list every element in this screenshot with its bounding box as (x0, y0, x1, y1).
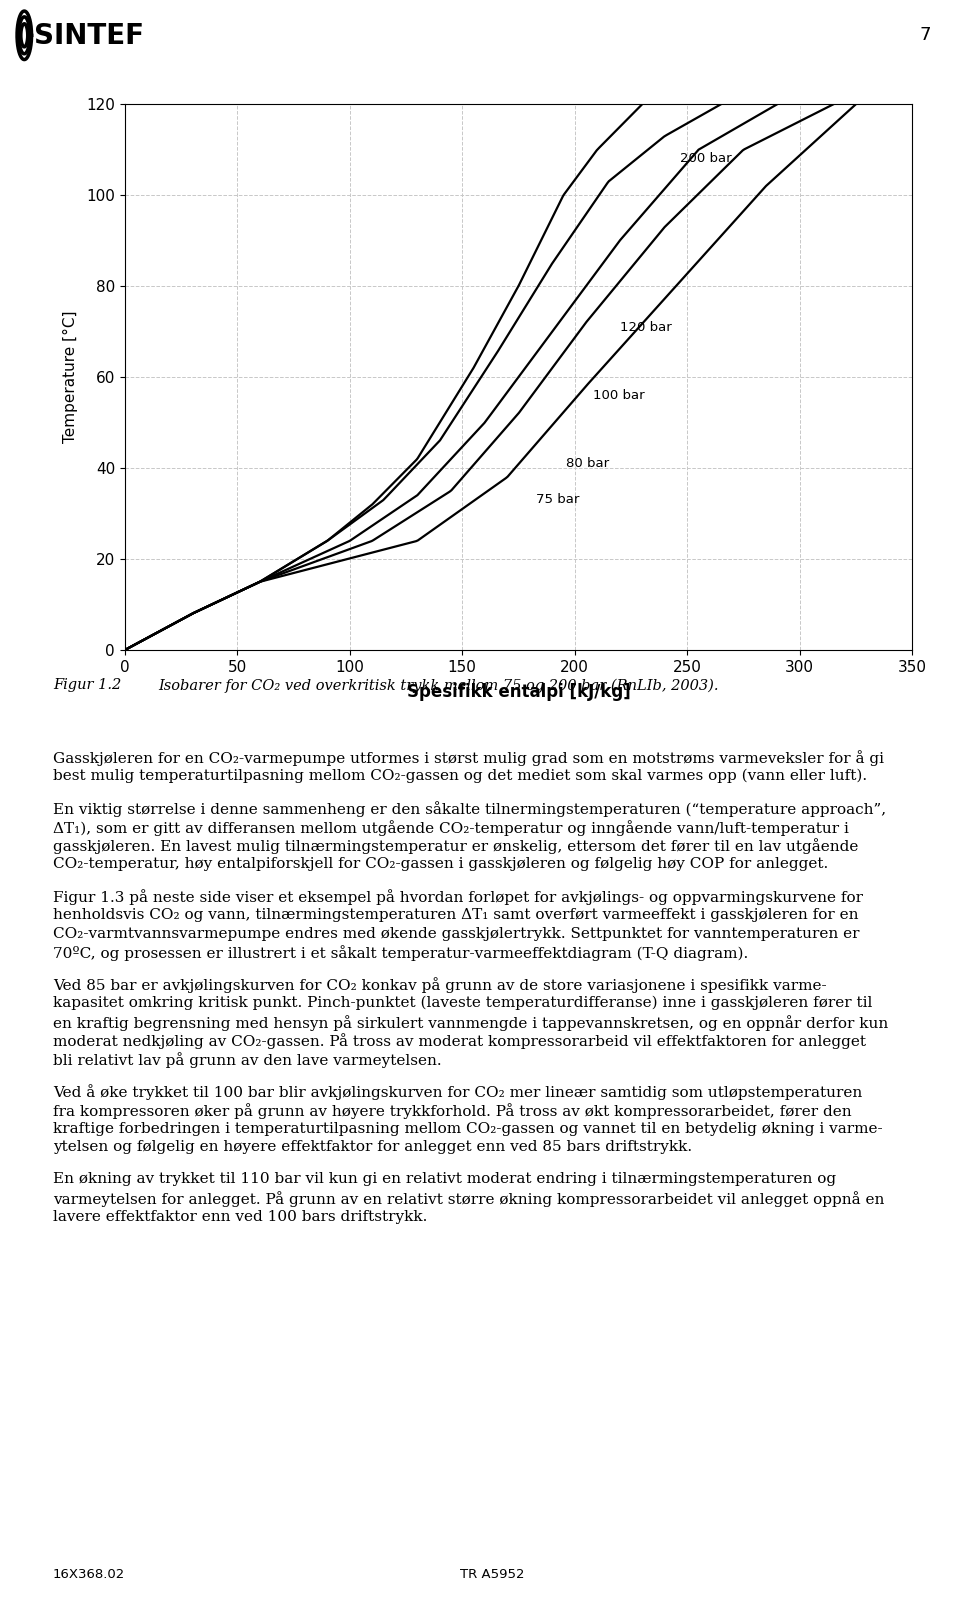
Text: Ved 85 bar er avkjølingskurven for CO₂ konkav på grunn av de store variasjonene : Ved 85 bar er avkjølingskurven for CO₂ k… (53, 977, 827, 993)
Text: kraftige forbedringen i temperaturtilpasning mellom CO₂-gassen og vannet til en : kraftige forbedringen i temperaturtilpas… (53, 1122, 882, 1136)
Text: varmeytelsen for anlegget. På grunn av en relativt større økning kompressorarbei: varmeytelsen for anlegget. På grunn av e… (53, 1191, 884, 1207)
Text: kapasitet omkring kritisk punkt. Pinch-punktet (laveste temperaturdifferanse) in: kapasitet omkring kritisk punkt. Pinch-p… (53, 997, 873, 1011)
Text: Gasskjøleren for en CO₂-varmepumpe utformes i størst mulig grad som en motstrøms: Gasskjøleren for en CO₂-varmepumpe utfor… (53, 750, 884, 766)
Text: SINTEF: SINTEF (34, 22, 144, 50)
Text: ytelsen og følgelig en høyere effektfaktor for anlegget enn ved 85 bars driftstr: ytelsen og følgelig en høyere effektfakt… (53, 1140, 692, 1154)
Text: ΔT₁), som er gitt av differansen mellom utgående CO₂-temperatur og inngående van: ΔT₁), som er gitt av differansen mellom … (53, 820, 849, 836)
Text: Figur 1.3 på neste side viser et eksempel på hvordan forløpet for avkjølings- og: Figur 1.3 på neste side viser et eksempe… (53, 889, 863, 905)
Text: 70ºC, og prosessen er illustrert i et såkalt temperatur-varmeeffektdiagram (T-Q : 70ºC, og prosessen er illustrert i et så… (53, 945, 748, 961)
Text: CO₂-temperatur, høy entalpiforskjell for CO₂-gassen i gasskjøleren og følgelig h: CO₂-temperatur, høy entalpiforskjell for… (53, 857, 828, 872)
Y-axis label: Temperature [°C]: Temperature [°C] (62, 311, 78, 443)
Text: TR A5952: TR A5952 (460, 1568, 524, 1581)
X-axis label: Spesifikk entalpi [kJ/kg]: Spesifikk entalpi [kJ/kg] (406, 684, 631, 701)
Text: fra kompressoren øker på grunn av høyere trykkforhold. På tross av økt kompresso: fra kompressoren øker på grunn av høyere… (53, 1103, 852, 1119)
Text: Isobarer for CO₂ ved overkritisk trykk mellom 75 og 200 bar (RnLIb, 2003).: Isobarer for CO₂ ved overkritisk trykk m… (158, 677, 719, 692)
Text: 120 bar: 120 bar (619, 321, 671, 334)
Text: henholdsvis CO₂ og vann, tilnærmingstemperaturen ΔT₁ samt overført varmeeffekt i: henholdsvis CO₂ og vann, tilnærmingstemp… (53, 908, 858, 921)
Text: En økning av trykket til 110 bar vil kun gi en relativt moderat endring i tilnær: En økning av trykket til 110 bar vil kun… (53, 1172, 836, 1186)
Text: gasskjøleren. En lavest mulig tilnærmingstemperatur er ønskelig, ettersom det fø: gasskjøleren. En lavest mulig tilnærming… (53, 838, 858, 854)
Text: moderat nedkjøling av CO₂-gassen. På tross av moderat kompressorarbeid vil effek: moderat nedkjøling av CO₂-gassen. På tro… (53, 1034, 866, 1050)
Text: best mulig temperaturtilpasning mellom CO₂-gassen og det mediet som skal varmes : best mulig temperaturtilpasning mellom C… (53, 769, 867, 783)
Text: Figur 1.2: Figur 1.2 (53, 677, 121, 692)
Text: en kraftig begrensning med hensyn på sirkulert vannmengde i tappevannskretsen, o: en kraftig begrensning med hensyn på sir… (53, 1014, 888, 1030)
Text: 7: 7 (920, 26, 931, 45)
Text: Ved å øke trykket til 100 bar blir avkjølingskurven for CO₂ mer lineær samtidig : Ved å øke trykket til 100 bar blir avkjø… (53, 1083, 862, 1099)
Text: lavere effektfaktor enn ved 100 bars driftstrykk.: lavere effektfaktor enn ved 100 bars dri… (53, 1210, 427, 1223)
Text: 100 bar: 100 bar (592, 388, 644, 401)
Text: CO₂-varmtvannsvarmepumpe endres med økende gasskjølertrykk. Settpunktet for vann: CO₂-varmtvannsvarmepumpe endres med øken… (53, 926, 859, 941)
Text: 80 bar: 80 bar (565, 457, 609, 470)
Text: 75 bar: 75 bar (537, 493, 580, 507)
Text: En viktig størrelse i denne sammenheng er den såkalte tilnermingstemperaturen (“: En viktig størrelse i denne sammenheng e… (53, 801, 886, 817)
Text: 16X368.02: 16X368.02 (53, 1568, 125, 1581)
Text: 200 bar: 200 bar (681, 152, 732, 165)
Text: bli relativt lav på grunn av den lave varmeytelsen.: bli relativt lav på grunn av den lave va… (53, 1053, 442, 1067)
